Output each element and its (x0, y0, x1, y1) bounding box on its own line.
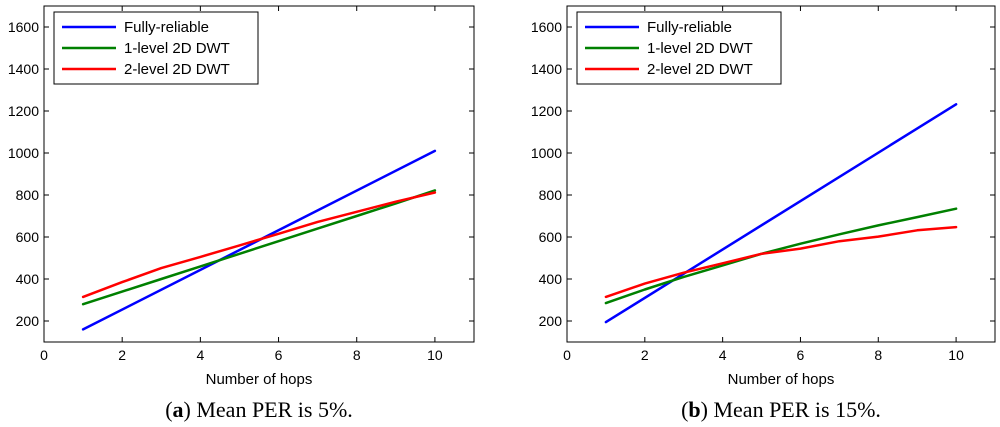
x-tick-label: 8 (874, 347, 882, 363)
x-tick-label: 0 (40, 347, 48, 363)
panel-caption: (b) Mean PER is 15%. (681, 397, 881, 422)
series-line-1-level-2d-dwt (81, 189, 437, 306)
legend-label: Fully-reliable (124, 19, 209, 36)
y-tick-label: 1400 (531, 61, 562, 77)
series-line-2-level-2d-dwt (604, 225, 958, 299)
legend-label: 1-level 2D DWT (124, 40, 230, 57)
y-tick-label: 800 (16, 187, 40, 203)
legend-label: 2-level 2D DWT (647, 61, 753, 78)
y-tick-label: 1600 (8, 19, 39, 35)
x-tick-label: 2 (641, 347, 649, 363)
series-line-1-level-2d-dwt (604, 207, 958, 305)
y-tick-label: 400 (16, 271, 40, 287)
y-tick-label: 600 (16, 229, 40, 245)
y-tick-label: 600 (539, 229, 563, 245)
legend-label: 2-level 2D DWT (124, 61, 230, 78)
x-axis-label: Number of hops (206, 371, 313, 388)
series-line-2-level-2d-dwt (81, 191, 437, 299)
x-tick-label: 10 (948, 347, 964, 363)
x-tick-label: 2 (118, 347, 126, 363)
x-tick-label: 8 (353, 347, 361, 363)
y-tick-label: 200 (539, 313, 563, 329)
y-tick-label: 1200 (8, 103, 39, 119)
legend-box (53, 11, 259, 85)
y-tick-label: 200 (16, 313, 40, 329)
y-tick-label: 1400 (8, 61, 39, 77)
legend-label: 1-level 2D DWT (647, 40, 753, 57)
x-tick-label: 6 (275, 347, 283, 363)
x-tick-label: 10 (427, 347, 443, 363)
series-line-fully-reliable (604, 103, 958, 324)
x-tick-label: 6 (797, 347, 805, 363)
y-tick-label: 1000 (8, 145, 39, 161)
y-tick-label: 400 (539, 271, 563, 287)
panel-b: 0 2 4 6 8 10 200 400 600 800 1000 1200 1400 1600 Fully… (531, 5, 996, 422)
y-tick-label: 1000 (531, 145, 562, 161)
legend-label: Fully-reliable (647, 19, 732, 36)
x-tick-label: 0 (563, 347, 571, 363)
x-tick-label: 4 (719, 347, 727, 363)
y-tick-label: 1600 (531, 19, 562, 35)
x-tick-label: 4 (196, 347, 204, 363)
panel-a: 0 2 4 6 8 10 200 400 600 800 1000 1200 1400 1600 Fully… (8, 5, 475, 422)
x-axis-label: Number of hops (728, 371, 835, 388)
y-tick-label: 1200 (531, 103, 562, 119)
y-tick-label: 800 (539, 187, 563, 203)
panel-caption: (a) Mean PER is 5%. (165, 397, 353, 422)
